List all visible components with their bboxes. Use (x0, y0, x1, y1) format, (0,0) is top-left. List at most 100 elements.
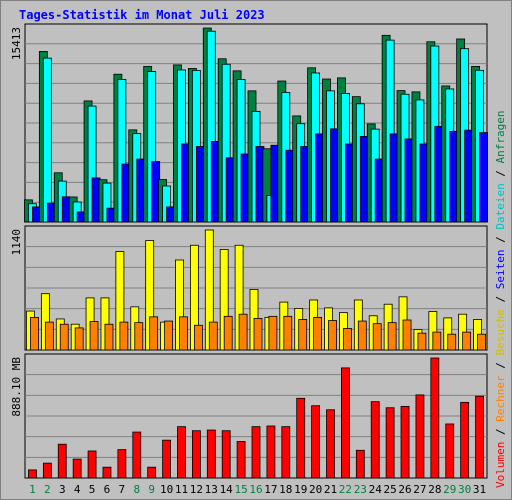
bar-rechner-day-8 (134, 322, 144, 351)
x-tick-label: 15 (234, 483, 247, 496)
x-tick-label: 3 (59, 483, 66, 496)
bar-rechner-day-18 (283, 315, 293, 351)
bar-rechner-day-10 (164, 320, 173, 351)
bar-volumen-day-10 (162, 439, 171, 479)
bar-volumen-day-31 (475, 395, 484, 479)
x-tick-label: 26 (398, 483, 411, 496)
x-tick-label: 16 (249, 483, 262, 496)
panel-visits: 1140 (10, 225, 488, 351)
x-tick-label: 5 (89, 483, 96, 496)
bar-rechner-day-29 (447, 333, 457, 351)
x-tick-label: 13 (205, 483, 218, 496)
x-tick-label: 19 (294, 483, 307, 496)
bar-volumen-day-21 (326, 409, 335, 479)
bar-volumen-day-4 (72, 458, 82, 479)
bar-rechner-day-31 (477, 333, 486, 351)
bar-volumen-day-27 (415, 394, 425, 479)
bar-rechner-day-2 (44, 321, 54, 351)
bar-volumen-day-26 (400, 405, 410, 479)
bar-volumen-day-15 (236, 441, 246, 479)
bar-volumen-day-17 (266, 425, 276, 479)
legend-seiten: Seiten (494, 250, 507, 290)
x-tick-label: 11 (175, 483, 188, 496)
x-tick-label: 12 (190, 483, 203, 496)
bar-rechner-day-4 (74, 327, 84, 351)
legend-dateien: Dateien (494, 183, 507, 229)
bar-rechner-day-16 (253, 318, 263, 351)
bar-seiten-day-31 (479, 132, 488, 223)
x-tick-label: 9 (148, 483, 155, 496)
bar-volumen-day-1 (28, 469, 37, 479)
bar-rechner-day-1 (30, 316, 39, 351)
bar-rechner-day-3 (59, 323, 69, 351)
bar-volumen-day-3 (57, 443, 67, 479)
x-tick-label: 18 (279, 483, 292, 496)
legend-separator: / (494, 356, 507, 376)
x-axis-labels: 1 2 3 4 5 6 7 8 9 10 11 12 13 14 15 16 17 18 19 20 21 22 23 24 2… (29, 483, 486, 496)
bar-dateien-day-2 (42, 57, 52, 223)
bar-volumen-day-18 (281, 426, 291, 479)
x-tick-label: 17 (264, 483, 277, 496)
bar-rechner-day-25 (387, 322, 397, 351)
bar-rechner-day-28 (432, 331, 442, 351)
axis-max-label: 888.10 MB (10, 357, 23, 417)
x-tick-label: 7 (119, 483, 126, 496)
x-tick-label: 23 (354, 483, 367, 496)
bar-volumen-day-22 (341, 367, 350, 479)
bar-rechner-day-14 (223, 315, 233, 351)
x-tick-label: 29 (443, 483, 456, 496)
x-tick-label: 4 (74, 483, 81, 496)
legend-separator: / (494, 230, 507, 250)
legend-separator: / (494, 289, 507, 309)
x-tick-label: 30 (458, 483, 471, 496)
bar-rechner-day-13 (208, 321, 218, 351)
bar-rechner-day-5 (89, 321, 99, 351)
legend: Volumen / Rechner / Besuche / Seiten / D… (494, 110, 507, 488)
legend-separator: / (494, 422, 507, 442)
x-tick-label: 25 (384, 483, 397, 496)
legend-besuche: Besuche (494, 309, 507, 355)
x-tick-label: 31 (473, 483, 486, 496)
bar-volumen-day-16 (251, 426, 261, 479)
x-tick-label: 22 (339, 483, 352, 496)
x-tick-label: 1 (29, 483, 36, 496)
bar-rechner-day-22 (343, 328, 352, 351)
bar-rechner-day-24 (372, 323, 382, 351)
bar-rechner-day-26 (402, 319, 412, 351)
axis-max-label: 1140 (10, 229, 23, 256)
x-tick-label: 20 (309, 483, 322, 496)
bar-volumen-day-13 (206, 429, 216, 479)
bar-volumen-day-25 (385, 407, 395, 479)
bar-rechner-day-21 (328, 320, 337, 351)
x-tick-label: 27 (413, 483, 426, 496)
legend-volumen: Volumen (494, 442, 507, 488)
bar-volumen-day-8 (132, 431, 142, 479)
bar-volumen-day-9 (147, 466, 157, 479)
x-tick-label: 8 (133, 483, 140, 496)
bar-rechner-day-6 (104, 323, 114, 351)
bar-volumen-day-11 (177, 426, 186, 479)
bar-volumen-day-24 (370, 401, 380, 479)
x-tick-label: 24 (369, 483, 383, 496)
bar-volumen-day-23 (355, 449, 365, 479)
x-tick-label: 14 (220, 483, 234, 496)
chart-title: Tages-Statistik im Monat Juli 2023 (19, 8, 265, 22)
bar-rechner-day-20 (313, 316, 323, 351)
bar-rechner-day-23 (357, 320, 367, 351)
bar-volumen-day-30 (460, 401, 470, 479)
bar-rechner-day-19 (298, 319, 308, 351)
bar-volumen-day-6 (102, 466, 112, 479)
bar-rechner-day-11 (179, 316, 188, 351)
bar-rechner-day-15 (238, 313, 248, 351)
axis-max-label: 15413 (10, 27, 23, 60)
panel-volume: 888.10 MB (10, 353, 488, 479)
x-tick-label: 28 (428, 483, 441, 496)
bar-volumen-day-14 (221, 430, 231, 479)
legend-rechner: Rechner (494, 375, 507, 422)
bar-rechner-day-27 (417, 332, 427, 351)
x-tick-label: 2 (44, 483, 51, 496)
x-tick-label: 10 (160, 483, 173, 496)
chart-panels: 15413 1140 888.10 MB (10, 23, 488, 479)
panel-requests: 15413 (10, 23, 488, 223)
